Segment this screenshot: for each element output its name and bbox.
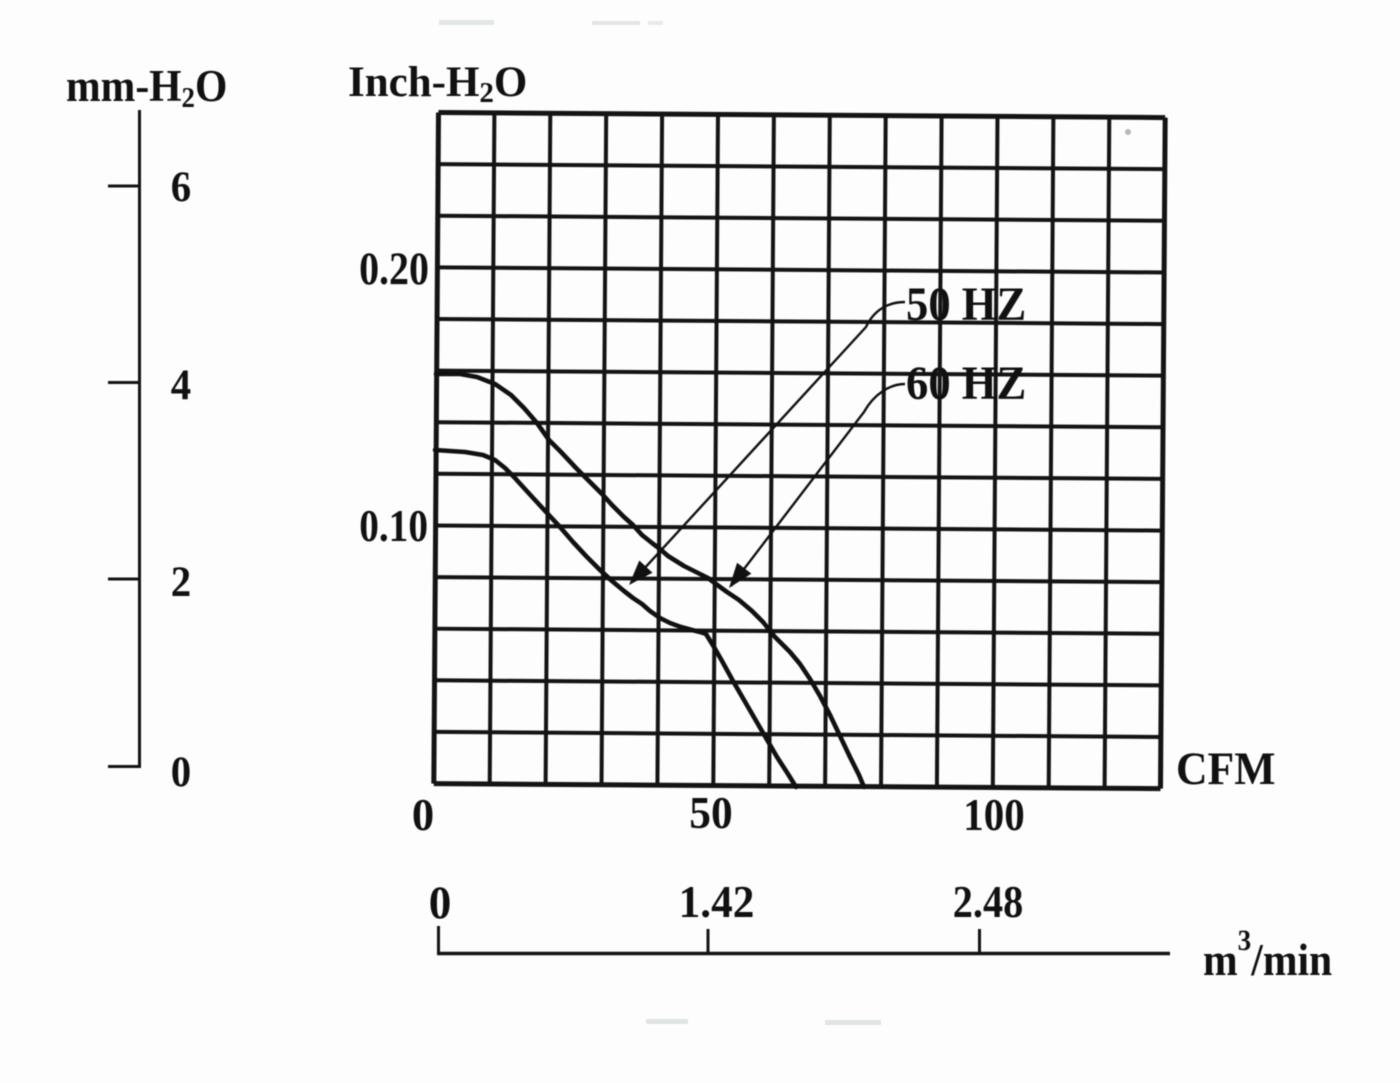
svg-text:2.48: 2.48 [953, 877, 1023, 928]
svg-text:60 HZ: 60 HZ [906, 358, 1026, 411]
svg-text:4: 4 [171, 362, 191, 409]
svg-text:0.10: 0.10 [359, 501, 428, 552]
svg-text:6: 6 [171, 164, 191, 211]
svg-text:2: 2 [171, 559, 191, 606]
svg-text:0: 0 [171, 749, 191, 796]
svg-text:50: 50 [689, 788, 732, 838]
svg-text:Inch-H2O: Inch-H2O [348, 59, 527, 109]
svg-text:mm-H2O: mm-H2O [66, 62, 227, 115]
svg-text:CFM: CFM [1176, 743, 1276, 795]
svg-text:50 HZ: 50 HZ [906, 279, 1026, 332]
svg-text:1.42: 1.42 [679, 876, 755, 928]
svg-text:0: 0 [412, 789, 434, 840]
svg-text:0: 0 [429, 876, 452, 928]
svg-text:0.20: 0.20 [359, 243, 429, 295]
svg-text:100: 100 [963, 791, 1024, 840]
svg-text:m3/min: m3/min [1203, 925, 1332, 986]
